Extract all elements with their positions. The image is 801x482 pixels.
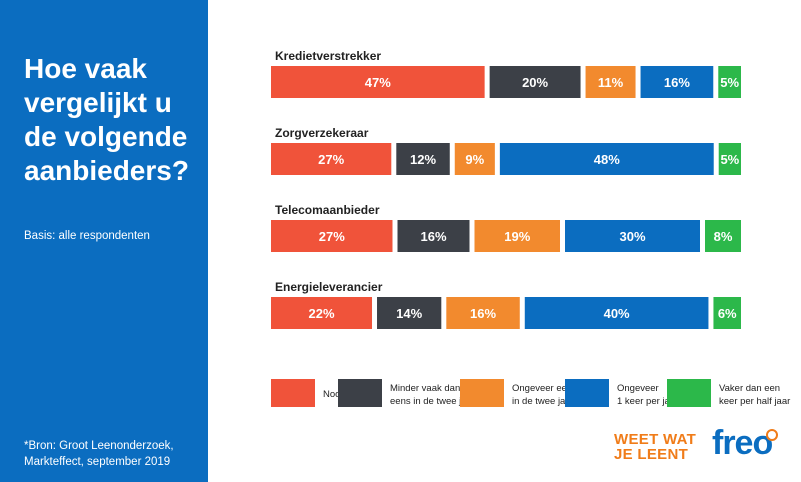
data-label: 27% xyxy=(318,152,344,167)
data-label: 30% xyxy=(619,229,645,244)
data-label: 9% xyxy=(465,152,484,167)
bar-segment xyxy=(396,143,450,175)
brand-tagline-line2: JE LEENT xyxy=(614,446,689,463)
data-label: 22% xyxy=(308,306,334,321)
legend-swatch xyxy=(271,379,315,407)
legend-label: Ongeveer eens xyxy=(512,383,577,394)
bar-segment xyxy=(446,297,520,329)
data-label: 27% xyxy=(319,229,345,244)
sidebar: Hoe vaak vergelijkt u de volgende aanbie… xyxy=(0,0,208,482)
bar-segment xyxy=(718,143,741,175)
data-label: 16% xyxy=(420,229,446,244)
legend-label: Nooit xyxy=(323,389,346,400)
chart-title: Hoe vaak vergelijkt u de volgende aanbie… xyxy=(24,53,189,186)
data-label: 19% xyxy=(504,229,530,244)
data-label: 11% xyxy=(598,75,624,90)
bar-segment xyxy=(718,66,741,98)
legend-label: Vaker dan een xyxy=(719,383,780,394)
legend-swatch xyxy=(460,379,504,407)
bar-segment xyxy=(271,143,392,175)
basis-note: Basis: alle respondenten xyxy=(24,230,150,242)
bar-segment xyxy=(271,66,485,98)
brand-logo: freo xyxy=(712,424,773,462)
category-label: Zorgverzekeraar xyxy=(275,126,369,140)
bar-segment xyxy=(454,143,495,175)
bar-segment xyxy=(474,220,560,252)
bar-segment xyxy=(565,220,700,252)
bar-segment xyxy=(377,297,442,329)
bar-segment xyxy=(499,143,714,175)
data-label: 8% xyxy=(714,229,733,244)
source-note: *Bron: Groot Leenonderzoek, Markteffect,… xyxy=(24,440,174,468)
data-label: 20% xyxy=(522,75,548,90)
data-label: 16% xyxy=(470,306,496,321)
bar-segment xyxy=(640,66,714,98)
data-label: 5% xyxy=(720,152,739,167)
bar-segment xyxy=(705,220,741,252)
brand-tagline-line1: WEET WAT xyxy=(614,431,697,448)
bar-segment xyxy=(271,297,373,329)
legend-label: eens in de twee jaar xyxy=(390,396,475,407)
data-label: 47% xyxy=(365,75,391,90)
data-label: 14% xyxy=(396,306,422,321)
bar-segment xyxy=(585,66,636,98)
category-label: Energieleverancier xyxy=(275,280,383,294)
data-label: 40% xyxy=(604,306,630,321)
legend-label: 1 keer per jaar xyxy=(617,396,678,407)
bar-segment xyxy=(489,66,581,98)
bar-segment xyxy=(713,297,741,329)
data-label: 5% xyxy=(720,75,739,90)
brand-tagline: WEET WAT JE LEENT xyxy=(614,432,696,462)
brand-logo-dot-icon xyxy=(766,429,778,441)
data-label: 48% xyxy=(594,152,620,167)
legend-swatch xyxy=(667,379,711,407)
data-label: 16% xyxy=(664,75,690,90)
bar-segment xyxy=(271,220,393,252)
bar-segment xyxy=(397,220,470,252)
data-label: 6% xyxy=(718,306,737,321)
legend-label: keer per half jaar xyxy=(719,396,790,407)
legend-label: in de twee jaar xyxy=(512,396,574,407)
category-label: Kredietverstrekker xyxy=(275,49,381,63)
data-label: 12% xyxy=(410,152,436,167)
bar-segment xyxy=(524,297,709,329)
legend-swatch xyxy=(565,379,609,407)
legend-swatch xyxy=(338,379,382,407)
legend-label: Ongeveer xyxy=(617,383,659,394)
legend-label: Minder vaak dan xyxy=(390,383,460,394)
category-label: Telecomaanbieder xyxy=(275,203,380,217)
